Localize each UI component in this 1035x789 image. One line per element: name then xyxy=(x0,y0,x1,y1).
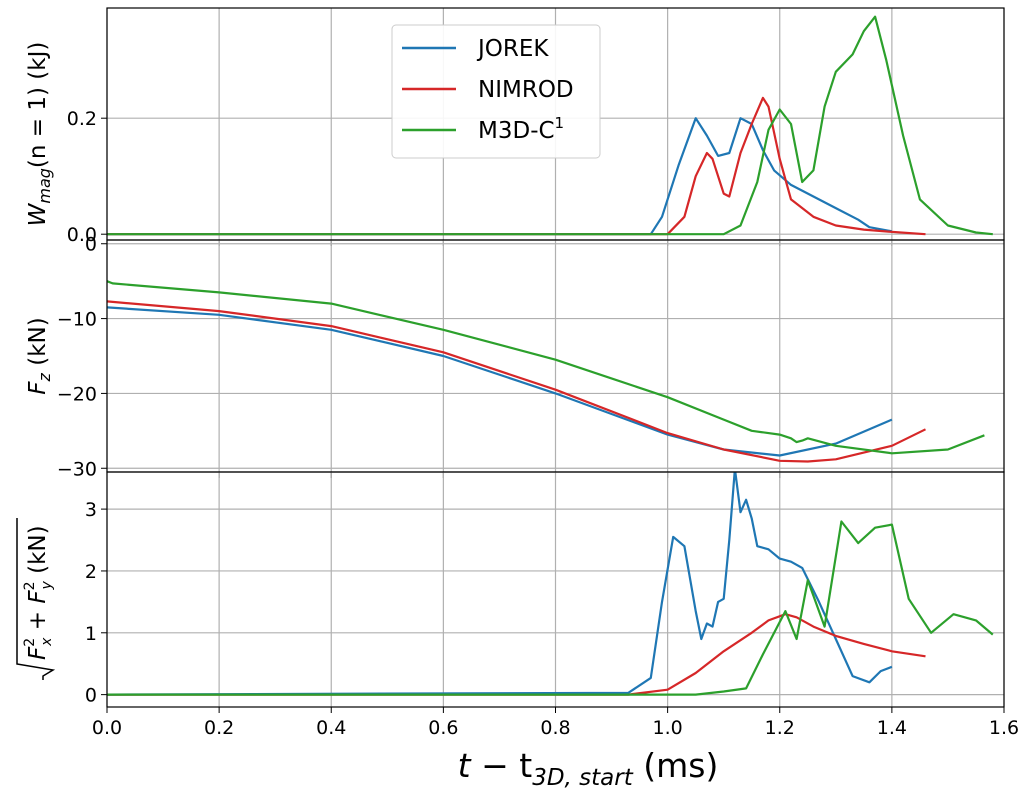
series-line-m3dc1 xyxy=(107,280,985,455)
legend: JOREK NIMROD M3D-C1 xyxy=(391,24,601,159)
series-line-jorek xyxy=(107,306,893,457)
legend-box xyxy=(391,24,601,159)
y-tick-label: 0.2 xyxy=(67,108,97,130)
y-axis-label-middle: Fz (kN) xyxy=(25,317,54,394)
y-tick-label: 0 xyxy=(85,685,97,707)
x-axis-label: t − t3D, start (ms) xyxy=(458,746,719,789)
y-axis-label-bottom: F2x + F2y (kN) xyxy=(16,518,56,680)
x-tick-label: 1.4 xyxy=(877,717,907,739)
svg-text:F2x + F2y (kN): F2x + F2y (kN) xyxy=(22,525,55,660)
series-line-m3dc1 xyxy=(107,15,993,236)
x-tick-label: 1.6 xyxy=(989,717,1019,739)
legend-label-m3dc1: M3D-C1 xyxy=(478,114,564,144)
y-tick-label: 0 xyxy=(85,234,97,256)
x-tick-label: 0.2 xyxy=(204,717,234,739)
series-line-nimrod xyxy=(107,613,926,696)
x-tick-label: 1.2 xyxy=(765,717,795,739)
series-line-nimrod xyxy=(107,96,926,236)
x-tick-label: 1.0 xyxy=(653,717,683,739)
panel-bottom: 0 1 2 3 0.0 0.2 0.4 0.6 0.8 1.0 1.2 1.4 1.6 xyxy=(85,471,1019,739)
y-tick-label: 2 xyxy=(85,561,97,583)
series-line-m3dc1 xyxy=(107,520,994,696)
legend-label-jorek: JOREK xyxy=(476,36,549,62)
legend-label-nimrod: NIMROD xyxy=(478,77,574,103)
series-line-jorek xyxy=(107,117,893,236)
x-tick-label: 0.0 xyxy=(92,717,122,739)
x-tick-label: 0.8 xyxy=(540,717,570,739)
y-tick-label: −30 xyxy=(57,458,97,480)
y-axis-label-top: Wmag(n = 1) (kJ) xyxy=(25,42,54,227)
y-tick-label: −10 xyxy=(57,309,97,331)
x-tick-label: 0.4 xyxy=(316,717,346,739)
panel-middle: 0 −10 −20 −30 xyxy=(57,234,1005,480)
y-tick-label: −20 xyxy=(57,383,97,405)
series-line-jorek xyxy=(107,472,893,696)
x-tick-label: 0.6 xyxy=(428,717,458,739)
y-tick-label: 3 xyxy=(85,499,97,521)
series-line-nimrod xyxy=(107,300,926,463)
y-tick-label: 1 xyxy=(85,623,97,645)
y-tick-label: 0.0 xyxy=(67,224,97,246)
axes-frame xyxy=(106,471,1005,708)
